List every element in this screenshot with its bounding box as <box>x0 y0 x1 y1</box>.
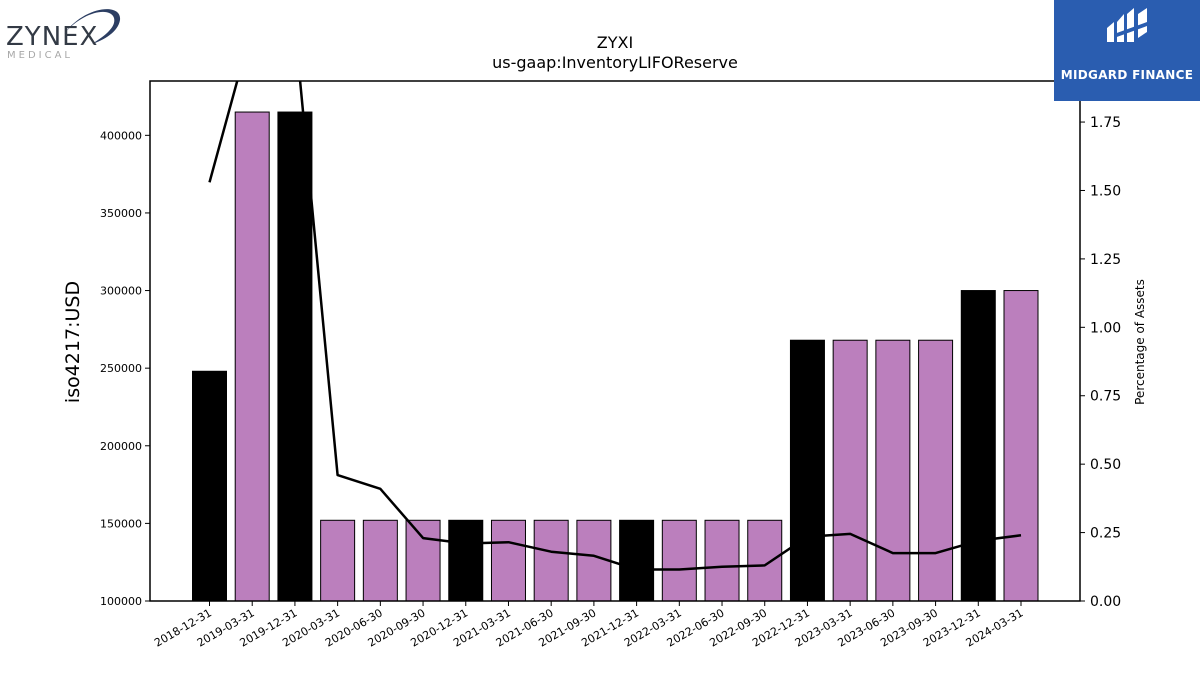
y2-tick-label: 1.50 <box>1090 183 1121 199</box>
y2-tick-label: 0.50 <box>1090 457 1121 473</box>
bar-2020-09-30 <box>405 519 441 602</box>
y-tick-label: 100000 <box>100 595 142 608</box>
bar-series <box>192 111 1039 602</box>
bar-2022-12-31 <box>789 339 825 602</box>
y2-tick-label: 0.25 <box>1090 526 1121 542</box>
bar-2022-09-30 <box>747 519 783 602</box>
bar-2020-06-30 <box>362 519 398 602</box>
y-tick-label: 250000 <box>100 362 142 375</box>
y2-tick-label: 0.00 <box>1090 594 1121 610</box>
bar-2021-12-31 <box>619 519 655 602</box>
bar-2018-12-31 <box>192 370 227 602</box>
bar-2020-03-31 <box>320 519 356 602</box>
zynex-logo-sub: MEDICAL <box>7 50 73 61</box>
bar-2023-12-31 <box>960 290 996 602</box>
bar-2023-03-31 <box>832 339 868 602</box>
zynex-medical-logo: ZYNEX MEDICAL <box>4 4 124 64</box>
y2-tick-label: 1.25 <box>1090 252 1121 268</box>
midgard-logo-icon <box>1107 8 1147 42</box>
bar-2022-06-30 <box>704 519 740 602</box>
axes: 100000 150000 200000 250000 300000 350000 4000… <box>100 80 1121 650</box>
bar-2023-09-30 <box>918 339 954 602</box>
plot-frame <box>149 80 1081 602</box>
bar-2023-06-30 <box>875 339 911 602</box>
chart-title: ZYXI <box>597 33 633 52</box>
y-tick-label: 150000 <box>100 517 142 530</box>
percentage-line <box>208 81 1022 571</box>
y-axis-label: iso4217:USD <box>62 281 84 403</box>
y-tick-label: 200000 <box>100 440 142 453</box>
y-tick-label: 300000 <box>100 285 142 298</box>
y-tick-label: 400000 <box>100 129 142 142</box>
bar-2024-03-31 <box>1003 290 1039 602</box>
y2-axis-label: Percentage of Assets <box>1133 279 1147 405</box>
bar-2021-03-31 <box>490 519 526 602</box>
bar-2020-12-31 <box>448 519 484 602</box>
y2-tick-label: 0.75 <box>1090 389 1121 405</box>
bar-2022-03-31 <box>661 519 697 602</box>
midgard-finance-logo: MIDGARD FINANCE <box>1054 0 1200 101</box>
chart-subtitle: us-gaap:InventoryLIFOReserve <box>492 53 738 72</box>
y2-tick-label: 1.75 <box>1090 115 1121 131</box>
midgard-logo-word: MIDGARD FINANCE <box>1060 68 1194 82</box>
y-tick-label: 350000 <box>100 207 142 220</box>
bar-2019-12-31 <box>277 111 313 602</box>
bar-2019-03-31 <box>234 111 270 602</box>
zynex-swoosh-icon <box>64 9 121 44</box>
line-series <box>208 81 1022 571</box>
bar-2021-06-30 <box>533 519 569 602</box>
zynex-logo-word: ZYNEX <box>6 22 99 52</box>
y2-tick-label: 1.00 <box>1090 320 1121 336</box>
